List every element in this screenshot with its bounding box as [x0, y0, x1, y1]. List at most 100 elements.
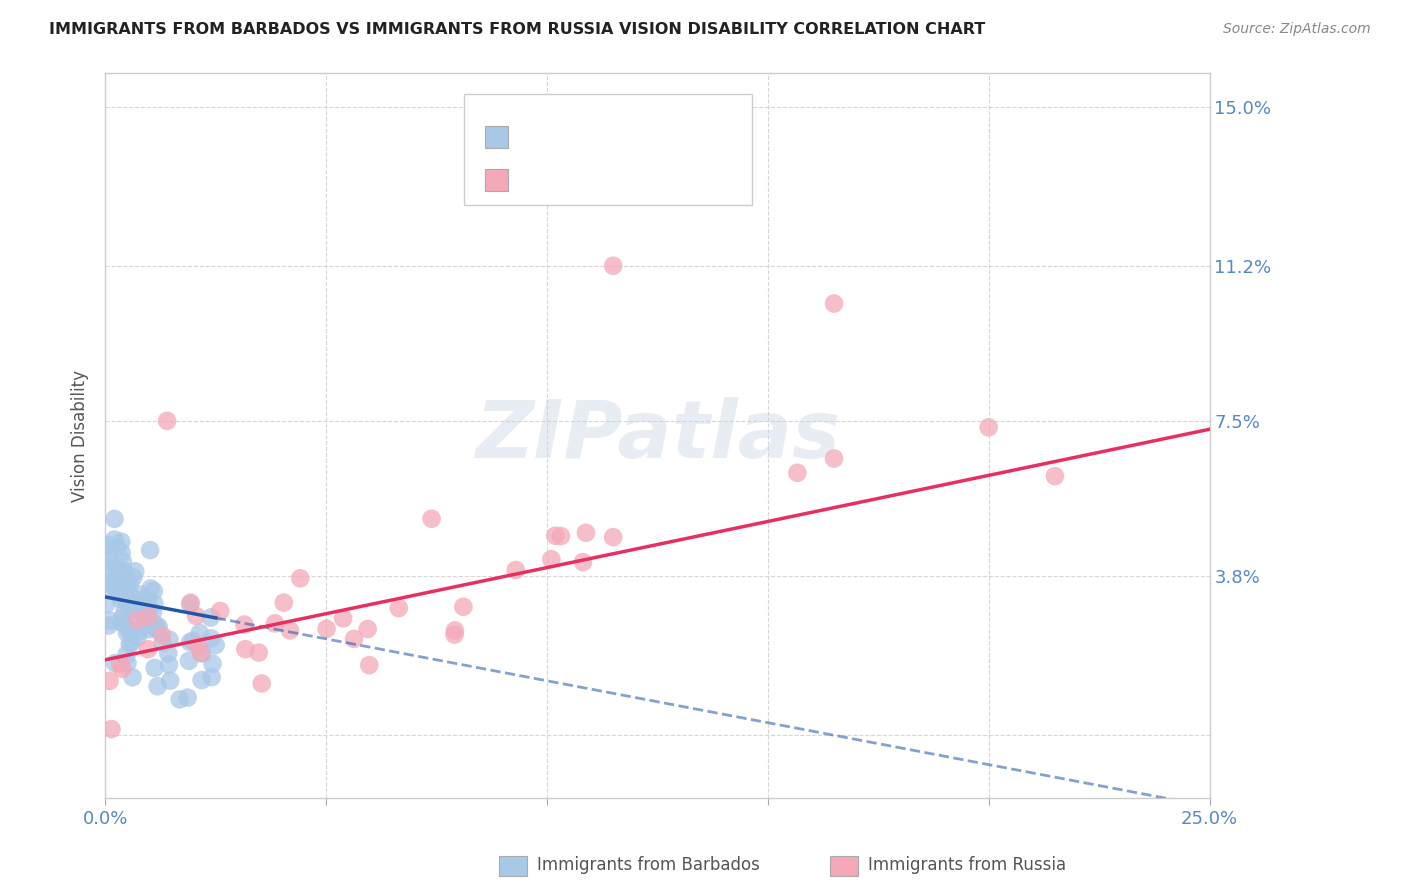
Point [110, 592, 132, 607]
Point [146, 679, 169, 693]
Text: IMMIGRANTS FROM BARBADOS VS IMMIGRANTS FROM RUSSIA VISION DISABILITY CORRELATION: IMMIGRANTS FROM BARBADOS VS IMMIGRANTS F… [49, 22, 986, 37]
Point [143, 596, 166, 610]
Point [388, 601, 411, 615]
Text: 45: 45 [647, 171, 672, 189]
Point [138, 622, 160, 636]
Point [332, 611, 354, 625]
Point [136, 600, 159, 615]
Point [278, 624, 301, 638]
Point [105, 582, 128, 596]
Point [127, 613, 149, 627]
Text: Source: ZipAtlas.com: Source: ZipAtlas.com [1223, 22, 1371, 37]
Point [110, 534, 132, 549]
Point [200, 632, 222, 646]
Point [122, 571, 145, 585]
Point [453, 599, 475, 614]
Point [186, 609, 208, 624]
Point [602, 530, 624, 544]
Point [209, 604, 232, 618]
Point [152, 635, 174, 649]
Text: 0.303: 0.303 [550, 171, 606, 189]
Point [190, 673, 212, 687]
Point [121, 623, 143, 637]
Point [544, 529, 567, 543]
Point [204, 638, 226, 652]
Point [823, 296, 845, 310]
Point [111, 662, 134, 676]
Text: -0.194: -0.194 [550, 128, 614, 146]
Point [602, 259, 624, 273]
Point [136, 642, 159, 657]
Point [157, 657, 180, 672]
Point [114, 571, 136, 585]
Point [114, 603, 136, 617]
Point [550, 529, 572, 543]
Point [112, 615, 135, 629]
Point [100, 722, 122, 736]
Point [98, 614, 121, 628]
Point [143, 661, 166, 675]
Point [233, 617, 256, 632]
Point [157, 646, 180, 660]
Point [110, 615, 132, 630]
Text: Immigrants from Russia: Immigrants from Russia [868, 856, 1066, 874]
Point [444, 624, 467, 638]
Point [117, 656, 139, 670]
Point [128, 624, 150, 639]
Point [139, 543, 162, 558]
Point [105, 576, 128, 591]
Point [176, 690, 198, 705]
Point [357, 622, 380, 636]
Point [169, 692, 191, 706]
Y-axis label: Vision Disability: Vision Disability [72, 369, 89, 501]
Point [159, 632, 181, 647]
Point [315, 622, 337, 636]
Point [190, 646, 212, 660]
Point [105, 541, 128, 555]
Point [200, 610, 222, 624]
Point [146, 622, 169, 636]
Point [142, 584, 165, 599]
Point [129, 587, 152, 601]
Text: ZIPatlas: ZIPatlas [475, 397, 839, 475]
Point [188, 626, 211, 640]
Text: Immigrants from Barbados: Immigrants from Barbados [537, 856, 761, 874]
Point [575, 525, 598, 540]
Point [443, 627, 465, 641]
Point [201, 657, 224, 671]
Point [420, 512, 443, 526]
Point [159, 673, 181, 688]
Point [136, 594, 159, 608]
Point [118, 577, 141, 591]
Point [134, 615, 156, 629]
Point [103, 576, 125, 591]
Point [540, 552, 562, 566]
Point [823, 451, 845, 466]
Point [97, 554, 120, 568]
Text: N =: N = [613, 171, 650, 189]
Point [786, 466, 808, 480]
Point [120, 635, 142, 649]
Point [128, 605, 150, 619]
Point [115, 625, 138, 640]
Point [150, 628, 173, 642]
Point [121, 670, 143, 684]
Point [1043, 469, 1066, 483]
Point [97, 538, 120, 552]
Point [103, 512, 125, 526]
Point [94, 583, 117, 598]
Point [290, 571, 312, 585]
Point [115, 575, 138, 590]
Point [101, 573, 124, 587]
Point [97, 618, 120, 632]
Point [120, 589, 142, 603]
Point [156, 414, 179, 428]
Point [359, 658, 381, 673]
Point [138, 609, 160, 624]
Point [97, 561, 120, 575]
Point [505, 563, 527, 577]
Point [127, 630, 149, 644]
Point [235, 642, 257, 657]
Text: 86: 86 [647, 128, 672, 146]
Point [181, 633, 204, 648]
